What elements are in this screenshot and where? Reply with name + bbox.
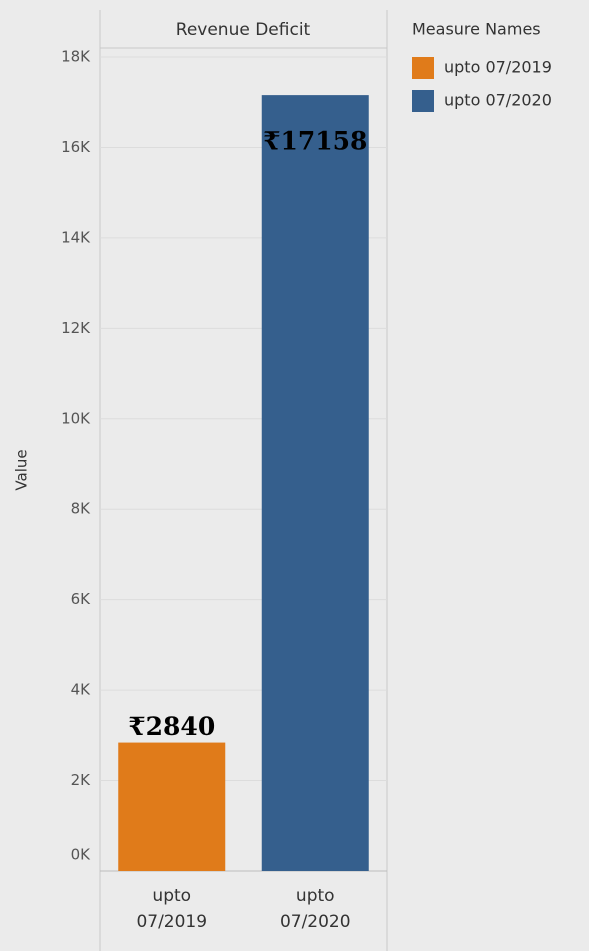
y-tick-label: 18K: [61, 48, 91, 66]
y-tick-label: 4K: [71, 681, 92, 699]
y-axis-label: Value: [13, 449, 31, 490]
legend-label: upto 07/2019: [444, 58, 552, 77]
value-label: ₹2840: [128, 712, 215, 741]
bar: [118, 742, 226, 871]
y-tick-label: 8K: [71, 500, 92, 518]
y-tick-label: 10K: [61, 409, 91, 427]
legend-swatch: [412, 57, 434, 79]
y-tick-label: 0K: [71, 846, 92, 864]
y-tick-label: 16K: [61, 138, 91, 156]
x-tick-label: upto 07/2019: [136, 886, 208, 932]
legend-title: Measure Names: [412, 20, 541, 39]
y-tick-label: 6K: [71, 590, 92, 608]
y-tick-label: 2K: [71, 771, 92, 789]
value-label: ₹17158: [263, 127, 367, 156]
y-tick-label: 12K: [61, 319, 91, 337]
y-tick-label: 14K: [61, 228, 91, 246]
bar: [261, 95, 369, 871]
chart-title: Revenue Deficit: [176, 20, 311, 40]
legend-swatch: [412, 90, 434, 112]
legend-label: upto 07/2020: [444, 91, 552, 110]
x-tick-label: upto 07/2020: [279, 886, 351, 932]
